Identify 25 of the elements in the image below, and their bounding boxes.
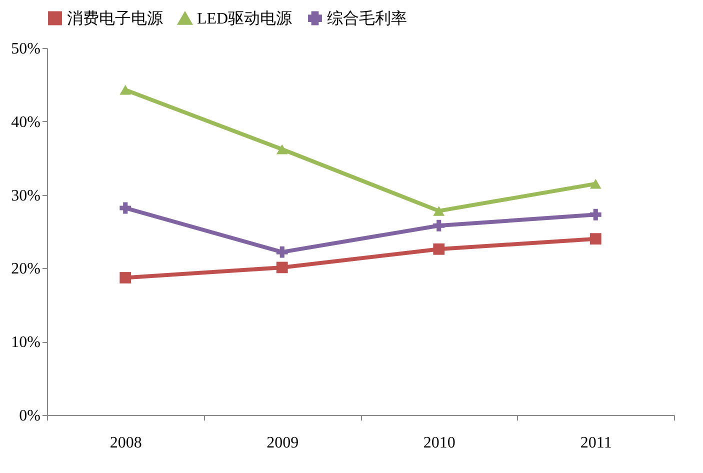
- x-tick-label: 2010: [423, 434, 456, 452]
- point: [276, 144, 288, 154]
- y-tick-label: 20%: [11, 260, 40, 278]
- x-tick-label: 2008: [110, 434, 142, 452]
- point: [590, 178, 602, 189]
- point: [276, 262, 288, 274]
- point: [120, 84, 132, 95]
- point: [120, 202, 132, 214]
- point: [590, 233, 602, 245]
- point: [433, 220, 445, 232]
- x-tick-label: 2011: [580, 434, 612, 452]
- y-tick-label: 40%: [11, 114, 40, 131]
- y-tick-label: 0%: [19, 408, 40, 424]
- y-tick-label: 50%: [11, 40, 40, 58]
- point: [590, 208, 602, 220]
- legend-label: LED驱动电源: [197, 10, 292, 28]
- y-tick-label: 10%: [11, 334, 40, 352]
- point: [120, 272, 132, 284]
- x-tick-label: 2009: [266, 434, 299, 452]
- point: [433, 206, 445, 216]
- point: [276, 246, 288, 258]
- legend-label: 消费电子电源: [67, 9, 163, 28]
- point: [433, 243, 445, 255]
- y-tick-label: 30%: [11, 187, 40, 204]
- legend-label: 综合毛利率: [327, 9, 407, 28]
